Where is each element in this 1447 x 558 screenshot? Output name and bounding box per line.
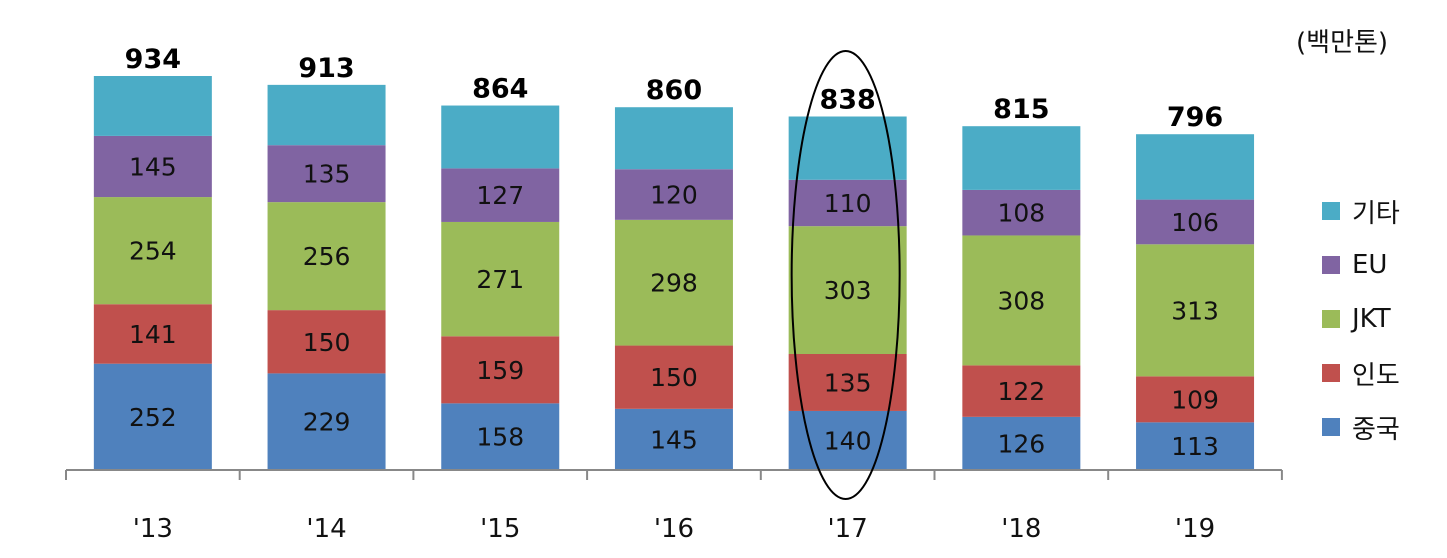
bar-segment <box>614 219 733 346</box>
bar-segment <box>441 105 560 169</box>
legend-swatch <box>1322 364 1340 382</box>
x-axis <box>65 469 1283 480</box>
bar-segment <box>1136 134 1255 200</box>
bar-segment <box>962 189 1081 236</box>
x-tick-label: '18 <box>1001 514 1041 544</box>
segment-value-label: 256 <box>303 242 351 271</box>
segment-value-label: 298 <box>650 269 698 298</box>
unit-label: (백만톤) <box>1296 28 1389 58</box>
bar-segment <box>267 202 386 311</box>
segment-value-label: 145 <box>129 152 177 181</box>
bar-segment <box>441 336 560 404</box>
bar-segment <box>267 84 386 146</box>
segment-value-label: 122 <box>997 377 1045 406</box>
total-label: 864 <box>472 74 528 105</box>
segment-value-label: 135 <box>824 368 872 397</box>
total-label: 838 <box>819 84 875 115</box>
bar-segment <box>441 168 560 222</box>
bar-segment <box>788 179 907 227</box>
segment-value-label: 135 <box>303 160 351 189</box>
x-tick-label: '16 <box>654 514 694 544</box>
total-label: 860 <box>646 75 702 106</box>
segment-value-label: 141 <box>129 320 177 349</box>
highlight-ellipse <box>790 50 901 500</box>
total-label: 815 <box>993 94 1049 125</box>
x-tick-label: '15 <box>480 514 520 544</box>
segment-value-label: 271 <box>476 265 524 294</box>
legend-label: EU <box>1352 250 1388 280</box>
legend-label: JKT <box>1352 304 1391 334</box>
segment-value-label: 127 <box>476 181 524 210</box>
bar-segment <box>93 304 212 364</box>
segment-value-label: 110 <box>824 189 872 218</box>
legend-swatch <box>1322 418 1340 436</box>
legend-swatch <box>1322 256 1340 274</box>
bar-segment <box>441 403 560 470</box>
segment-value-label: 109 <box>1171 385 1219 414</box>
legend-item-india: 인도 <box>1322 346 1400 400</box>
x-tick-label: '13 <box>133 514 173 544</box>
total-label: 934 <box>125 44 181 75</box>
segment-value-label: 106 <box>1171 208 1219 237</box>
bar-segment <box>614 169 733 220</box>
legend-label: 인도 <box>1352 360 1400 391</box>
bar-segment <box>788 226 907 354</box>
bar-segment <box>962 235 1081 366</box>
segment-value-label: 158 <box>476 423 524 452</box>
bar-segment <box>267 373 386 470</box>
segment-value-label: 252 <box>129 403 177 432</box>
legend-swatch <box>1322 310 1340 328</box>
bar-segment <box>93 76 212 136</box>
x-tick-label: '17 <box>828 514 868 544</box>
total-label: 913 <box>298 53 354 84</box>
bar-segment <box>267 145 386 203</box>
legend: 기타 EU JKT 인도 중국 <box>1322 184 1400 454</box>
bar-segment <box>788 116 907 180</box>
bar-segment <box>441 221 560 337</box>
bar-segment <box>614 408 733 470</box>
bar-segment <box>962 416 1081 470</box>
total-label: 796 <box>1167 102 1223 133</box>
segment-value-label: 113 <box>1171 432 1219 461</box>
segment-value-label: 145 <box>650 425 698 454</box>
segment-value-label: 313 <box>1171 296 1219 325</box>
bar-segment <box>267 310 386 374</box>
bar-segment <box>93 197 212 305</box>
bar-segment <box>962 126 1081 190</box>
bar-segment <box>1136 422 1255 470</box>
x-tick-label: '14 <box>306 514 346 544</box>
segment-value-label: 120 <box>650 181 698 210</box>
x-tick-label: '19 <box>1175 514 1215 544</box>
bar-segment <box>93 363 212 470</box>
legend-label: 기타 <box>1352 198 1400 229</box>
segment-value-label: 140 <box>824 426 872 455</box>
segment-value-label: 308 <box>997 286 1045 315</box>
segment-value-label: 229 <box>303 408 351 437</box>
legend-swatch <box>1322 202 1340 220</box>
segment-value-label: 108 <box>997 199 1045 228</box>
highlight-layer <box>790 50 901 500</box>
labels-layer: 252 141 254 145 934 '13 229 150 256 135 913 '14 158 1… <box>125 44 1224 544</box>
segment-value-label: 159 <box>476 356 524 385</box>
segment-value-label: 303 <box>824 276 872 305</box>
bar-segment <box>1136 199 1255 245</box>
bar-segment <box>614 107 733 170</box>
legend-label: 중국 <box>1352 414 1400 445</box>
bars-layer <box>93 76 1255 470</box>
bar-segment <box>962 365 1081 417</box>
segment-value-label: 126 <box>997 429 1045 458</box>
bar-segment <box>788 353 907 411</box>
legend-item-jkt: JKT <box>1322 292 1400 346</box>
segment-value-label: 150 <box>650 363 698 392</box>
legend-item-china: 중국 <box>1322 400 1400 454</box>
bar-segment <box>1136 376 1255 423</box>
legend-item-eu: EU <box>1322 238 1400 292</box>
segment-value-label: 150 <box>303 328 351 357</box>
legend-item-gita: 기타 <box>1322 184 1400 238</box>
bar-segment <box>93 135 212 198</box>
segment-value-label: 254 <box>129 237 177 266</box>
bar-segment <box>1136 244 1255 377</box>
bar-segment <box>614 345 733 409</box>
